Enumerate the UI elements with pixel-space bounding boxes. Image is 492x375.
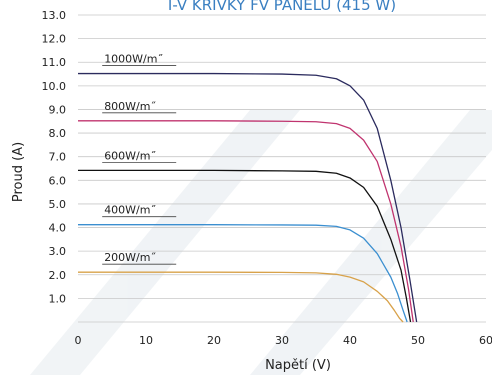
x-tick-label: 0 — [75, 334, 82, 347]
y-tick-label: 3.0 — [49, 245, 67, 258]
axes: 1.0 2.0 3.0 4.0 5.0 6.0 7.0 8.0 9.0 10.0 11.0 12.0 1… — [42, 9, 492, 347]
series-line — [78, 271, 404, 323]
y-tick-label: 8.0 — [49, 127, 67, 140]
y-tick-label: 1.0 — [49, 292, 67, 305]
y-tick-label: 12.0 — [42, 33, 67, 46]
irradiance-label: 1000W/m˝ — [104, 53, 163, 66]
y-tick-label: 2.0 — [49, 269, 67, 282]
x-tick-label: 10 — [139, 334, 153, 347]
series-line — [78, 120, 414, 323]
y-tick-label: 6.0 — [49, 174, 67, 187]
chart-title: I-V KŘIVKY FV PANELU (415 W) — [168, 0, 396, 14]
y-tick-label: 13.0 — [42, 9, 67, 22]
y-tick-label: 11.0 — [42, 56, 67, 69]
x-tick-label: 50 — [411, 334, 425, 347]
irradiance-label: 800W/m˝ — [104, 100, 156, 113]
irradiance-label: 200W/m˝ — [104, 251, 156, 264]
x-tick-label: 30 — [275, 334, 289, 347]
grid — [78, 14, 486, 299]
irradiance-label: 600W/m˝ — [104, 149, 156, 162]
series-line — [78, 72, 418, 323]
x-tick-label: 20 — [207, 334, 221, 347]
y-tick-label: 9.0 — [49, 103, 67, 116]
x-tick-label: 60 — [479, 334, 492, 347]
x-tick-label: 40 — [343, 334, 357, 347]
y-tick-label: 5.0 — [49, 198, 67, 211]
y-tick-label: 7.0 — [49, 151, 67, 164]
x-axis-label: Napětí (V) — [265, 358, 331, 373]
y-tick-label: 10.0 — [42, 80, 67, 93]
watermark-logo — [30, 110, 492, 375]
y-axis-label: Proud (A) — [11, 142, 26, 202]
series-line — [78, 169, 412, 323]
y-tick-label: 4.0 — [49, 222, 67, 235]
irradiance-label: 400W/m˝ — [104, 204, 156, 217]
annotations: 1000W/m˝ 800W/m˝ 600W/m˝ 400W/m˝ 200W/m˝ — [102, 53, 177, 265]
series-line — [78, 224, 408, 323]
series-group — [78, 72, 418, 323]
